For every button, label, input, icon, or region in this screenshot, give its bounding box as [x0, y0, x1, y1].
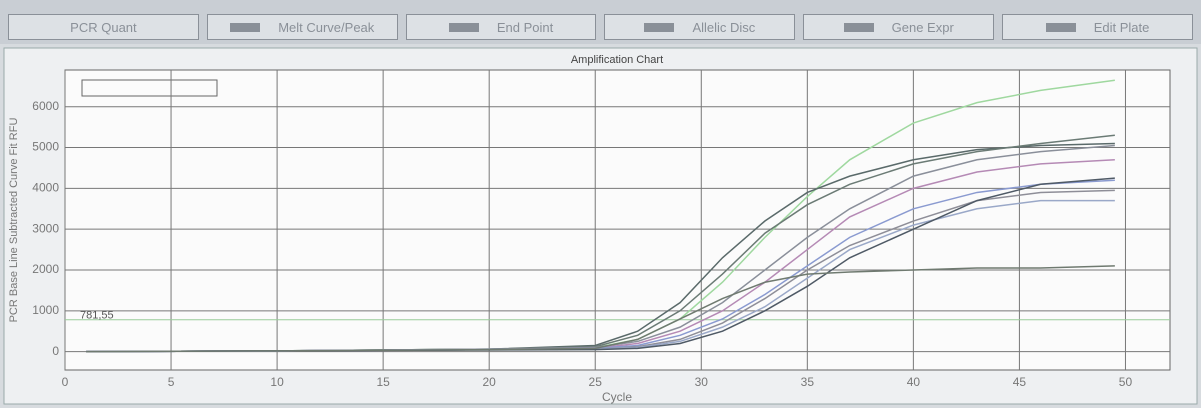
tab-bar: PCR Quant Melt Curve/Peak End Point Allelic…: [0, 0, 1201, 44]
x-tick-label: 15: [376, 375, 390, 389]
threshold-label: 781,55: [80, 310, 114, 322]
tab[interactable]: PCR Quant: [8, 14, 199, 40]
x-tick-label: 0: [62, 375, 69, 389]
y-tick-label: 1000: [32, 303, 59, 317]
tab-label: Allelic Disc: [692, 20, 755, 35]
tab-icon: [844, 23, 874, 32]
tab-icon: [230, 23, 260, 32]
plot-area: [65, 70, 1170, 370]
x-tick-label: 5: [168, 375, 175, 389]
y-tick-label: 6000: [32, 99, 59, 113]
y-tick-label: 0: [52, 344, 59, 358]
y-tick-label: 3000: [32, 221, 59, 235]
page: PCR Quant Melt Curve/Peak End Point Allelic…: [0, 0, 1201, 408]
tab[interactable]: Edit Plate: [1002, 14, 1193, 40]
x-tick-label: 30: [695, 375, 709, 389]
x-tick-label: 40: [907, 375, 921, 389]
chart: Amplification Chart Cycle PCR Base Line …: [0, 44, 1201, 408]
x-tick-label: 45: [1013, 375, 1027, 389]
tab-icon: [449, 23, 479, 32]
chart-title: Amplification Chart: [571, 54, 663, 66]
x-axis-label: Cycle: [602, 390, 632, 404]
x-tick-label: 50: [1119, 375, 1133, 389]
x-tick-label: 35: [801, 375, 815, 389]
tab[interactable]: Melt Curve/Peak: [207, 14, 398, 40]
x-tick-label: 10: [270, 375, 284, 389]
x-tick-label: 25: [589, 375, 603, 389]
y-tick-label: 2000: [32, 262, 59, 276]
tab-label: Melt Curve/Peak: [278, 20, 374, 35]
tab[interactable]: Allelic Disc: [604, 14, 795, 40]
tab-icon: [1046, 23, 1076, 32]
y-tick-label: 4000: [32, 181, 59, 195]
tab-label: Edit Plate: [1094, 20, 1150, 35]
tab-icon: [644, 23, 674, 32]
tab-label: Gene Expr: [892, 20, 954, 35]
tab[interactable]: End Point: [406, 14, 597, 40]
y-axis-label: PCR Base Line Subtracted Curve Fit RFU: [8, 118, 20, 323]
tab[interactable]: Gene Expr: [803, 14, 994, 40]
tab-label: PCR Quant: [70, 20, 136, 35]
x-tick-label: 20: [483, 375, 497, 389]
y-tick-label: 5000: [32, 140, 59, 154]
tab-label: End Point: [497, 20, 553, 35]
